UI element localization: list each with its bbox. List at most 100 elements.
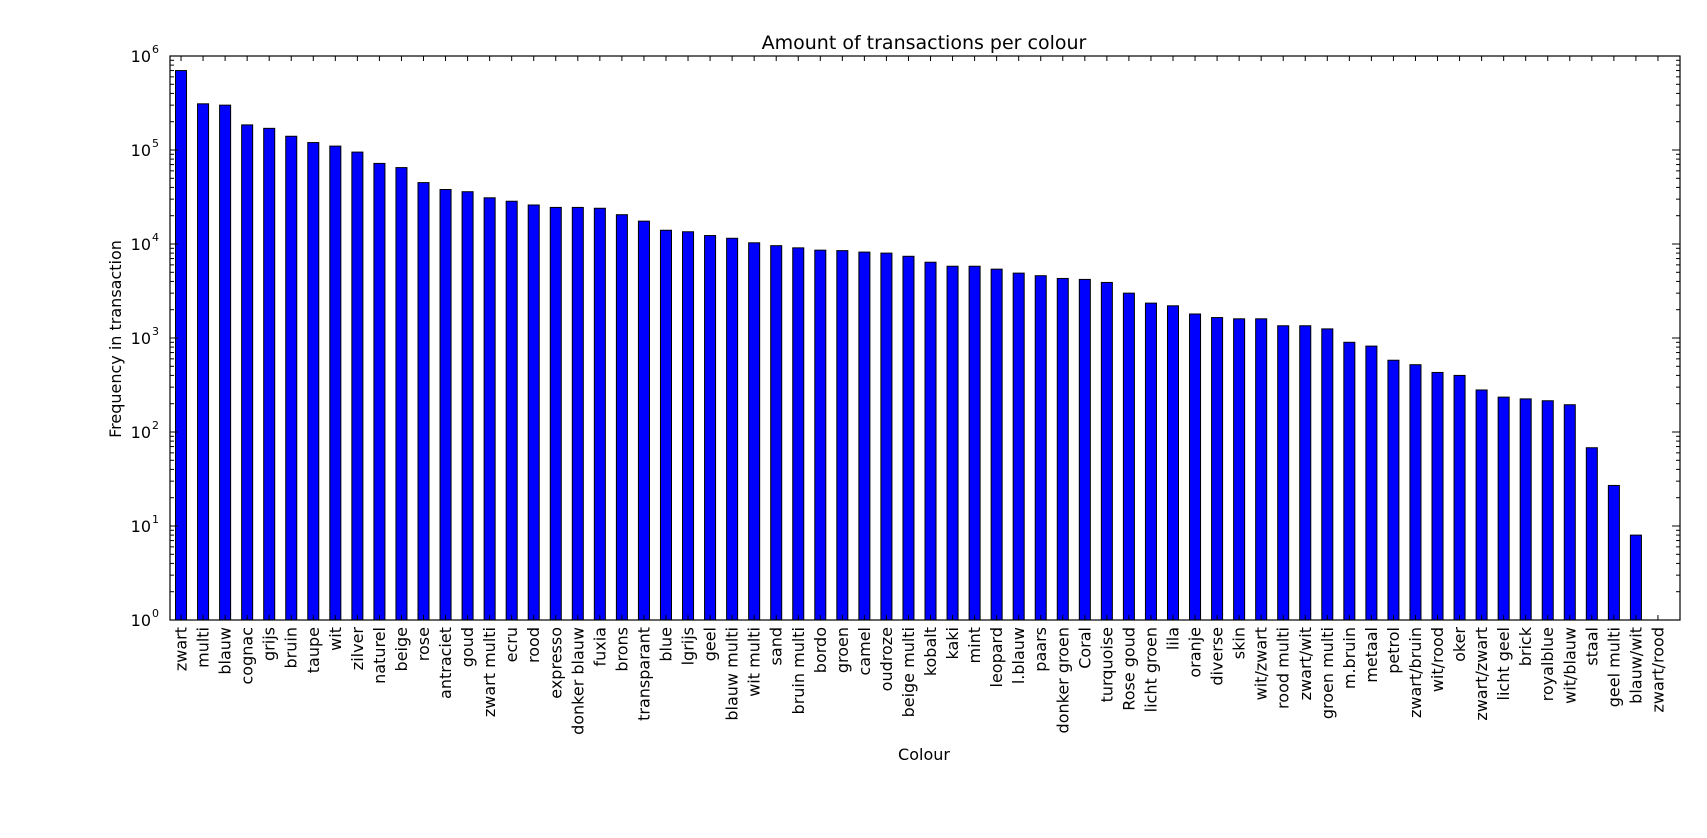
x-tick-label: beige multi (899, 627, 918, 717)
bar (571, 206, 584, 621)
x-tick-label: wit/zwart (1252, 627, 1271, 700)
x-tick-label: licht geel (1494, 627, 1513, 700)
x-tick-label: royalblue (1538, 627, 1557, 701)
x-tick-label: grijs (260, 627, 279, 661)
y-tick-label: 10 (131, 47, 151, 66)
bar (1409, 364, 1422, 621)
x-tick-label: wit (326, 627, 345, 651)
bar (858, 251, 871, 621)
y-tick-exponent: 4 (152, 231, 159, 244)
bar (1453, 374, 1466, 621)
bar (946, 265, 959, 621)
x-tick-label: lgrijs (679, 627, 698, 665)
bar (990, 268, 1003, 621)
bar (637, 220, 650, 621)
x-tick-label: zwart multi (480, 627, 499, 717)
x-tick-label: cognac (238, 627, 257, 684)
bar (1144, 302, 1157, 621)
bar (1497, 396, 1510, 621)
x-tick-label: zwart (172, 627, 191, 671)
x-tick-label: brick (1516, 626, 1535, 666)
bars-layer (175, 70, 1642, 621)
bar (1629, 534, 1642, 621)
bar (902, 255, 915, 621)
x-tick-label: zwart/bruin (1406, 627, 1425, 718)
bar (924, 261, 937, 621)
bar (792, 247, 805, 621)
bar (417, 182, 430, 621)
y-tick-exponent: 0 (152, 607, 159, 620)
bar (1100, 281, 1113, 621)
y-tick-exponent: 3 (152, 325, 159, 338)
x-tick-label: rood (524, 627, 543, 663)
x-tick-label: naturel (370, 627, 389, 684)
x-tick-label: blauw multi (723, 627, 742, 721)
bar (307, 142, 320, 621)
x-tick-label: beige (392, 627, 411, 671)
y-tick-label: 10 (131, 235, 151, 254)
bar (836, 250, 849, 621)
x-tick-label: brons (612, 627, 631, 672)
x-tick-label: diverse (1208, 627, 1227, 686)
x-tick-label: kaki (943, 627, 962, 660)
x-tick-label: geel multi (1604, 627, 1623, 707)
x-axis-label: Colour (898, 745, 950, 764)
bar (483, 197, 496, 621)
x-tick-label: Coral (1075, 627, 1094, 669)
bar (968, 265, 981, 621)
x-tick-label: bordo (811, 627, 830, 673)
bar (395, 167, 408, 621)
bar (748, 242, 761, 621)
x-tick-label: kobalt (921, 627, 940, 676)
y-axis-label: Frequency in transaction (106, 240, 125, 438)
bar (263, 127, 276, 621)
y-tick-exponent: 1 (152, 513, 159, 526)
x-tick-label: blauw/wit (1626, 627, 1645, 704)
x-tick-label: ecru (502, 627, 521, 662)
x-tick-label: sand (767, 627, 786, 665)
bar (1166, 305, 1179, 621)
bar (1519, 398, 1532, 621)
x-tick-label: rose (414, 627, 433, 661)
x-tick-label: wit multi (745, 627, 764, 697)
x-tick-label: zwart/zwart (1472, 627, 1491, 721)
bar (1211, 317, 1224, 621)
y-tick-exponent: 5 (152, 137, 159, 150)
x-tick-label: paars (1031, 627, 1050, 672)
x-tick-label: Rose goud (1119, 627, 1138, 711)
bar (1475, 389, 1488, 621)
x-tick-label: donker blauw (568, 627, 587, 735)
x-tick-label: skin (1230, 627, 1249, 659)
bar (1189, 313, 1202, 621)
y-tick-exponent: 6 (152, 43, 159, 56)
x-tick-label: zilver (348, 627, 367, 671)
bar (1365, 345, 1378, 621)
bar (285, 135, 298, 621)
x-tick-label: oker (1450, 627, 1469, 662)
y-tick-label: 10 (131, 611, 151, 630)
x-tick-label: transparant (634, 627, 653, 721)
bar (1387, 359, 1400, 621)
y-tick-label: 10 (131, 423, 151, 442)
x-tick-label: taupe (304, 627, 323, 673)
x-tick-label: goud (458, 627, 477, 667)
x-tick-label: multi (194, 627, 213, 668)
x-tick-label: l.blauw (1009, 627, 1028, 684)
bar (373, 162, 386, 621)
x-tick-label: fuxia (590, 627, 609, 667)
bar (1078, 278, 1091, 621)
x-tick-label: petrol (1384, 627, 1403, 674)
x-tick-label: wit/rood (1428, 627, 1447, 692)
bar (1012, 272, 1025, 621)
bar (505, 200, 518, 621)
bar (1343, 341, 1356, 621)
bar (1607, 484, 1620, 621)
bar (770, 245, 783, 621)
plot-frame (169, 55, 1681, 621)
x-tick-label: lila (1163, 627, 1182, 650)
x-tick-label: rood multi (1274, 627, 1293, 709)
bar (1277, 325, 1290, 621)
x-tick-label: bruin multi (789, 627, 808, 714)
bar (241, 124, 254, 621)
